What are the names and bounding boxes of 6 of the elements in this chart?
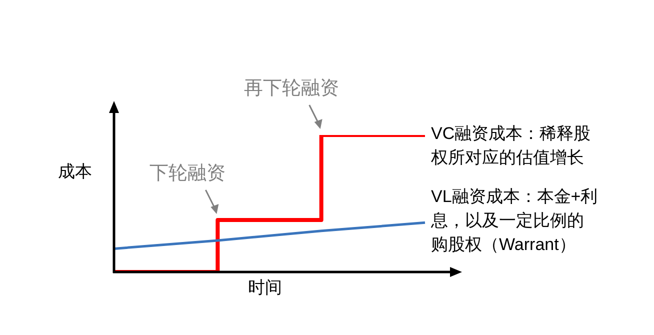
annotation: 下轮融资 (148, 162, 227, 186)
series-label: VC融资成本：稀释股权所对应的估值增长 (431, 123, 592, 169)
x-axis-title: 时间 (248, 277, 282, 299)
text: 再下轮融资 (242, 77, 340, 101)
y-axis-title: 成本 (58, 161, 92, 183)
series-label: VL融资成本：本金+利息，以及一定比例的购股权（Warrant） (431, 186, 599, 256)
